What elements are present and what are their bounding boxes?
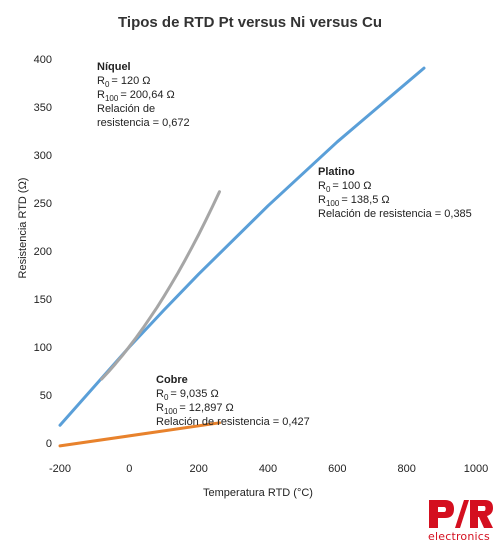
x-tick-label: 400	[259, 463, 277, 475]
y-tick-label: 350	[34, 102, 52, 114]
x-tick-label: 600	[328, 463, 346, 475]
y-tick-label: 200	[34, 246, 52, 258]
cobre-r0: R0 = 9,035 Ω	[156, 388, 219, 402]
cobre-label: Cobre	[156, 374, 188, 386]
y-tick-label: 150	[34, 294, 52, 306]
platino-label: Platino	[318, 166, 355, 178]
x-tick-label: 0	[126, 463, 132, 475]
annotation-platino: Platino R0 = 100 Ω R100 = 138,5 Ω Relación…	[318, 166, 472, 220]
annotation-cobre: Cobre R0 = 9,035 Ω R100 = 12,897 Ω Relació…	[156, 374, 310, 428]
x-tick-label: -200	[49, 463, 71, 475]
x-axis-ticks: -200 0 200 400 600 800 1000	[49, 463, 488, 475]
niquel-ratio-line1: Relación de	[97, 103, 155, 115]
niquel-r0: R0 = 120 Ω	[97, 75, 151, 89]
x-tick-label: 800	[397, 463, 415, 475]
series-lines	[58, 66, 426, 448]
y-axis-title: Resistencia RTD (Ω)	[17, 178, 29, 279]
cobre-ratio: Relación de resistencia = 0,427	[156, 416, 310, 428]
series-line-cobre	[58, 421, 221, 448]
y-tick-label: 400	[34, 54, 52, 66]
x-tick-label: 1000	[464, 463, 488, 475]
chart-title: Tipos de RTD Pt versus Ni versus Cu	[118, 14, 382, 31]
pr-electronics-logo: electronics	[427, 498, 497, 544]
pr-logo-mark	[429, 500, 493, 528]
niquel-ratio-line2: resistencia = 0,672	[97, 117, 190, 129]
y-tick-label: 50	[40, 390, 52, 402]
platino-r100: R100 = 138,5 Ω	[318, 194, 390, 208]
y-tick-label: 250	[34, 198, 52, 210]
annotation-niquel: Níquel R0 = 120 Ω R100 = 200,64 Ω Relación…	[97, 61, 190, 129]
niquel-r100: R100 = 200,64 Ω	[97, 89, 175, 103]
y-axis-ticks: 0 50 100 150 200 250 300 350 400	[34, 54, 52, 450]
niquel-label: Níquel	[97, 61, 131, 73]
platino-r0: R0 = 100 Ω	[318, 180, 372, 194]
y-tick-label: 0	[46, 438, 52, 450]
y-tick-label: 300	[34, 150, 52, 162]
x-axis-title: Temperatura RTD (°C)	[203, 487, 313, 499]
x-tick-label: 200	[189, 463, 207, 475]
series-line-niquel	[100, 190, 221, 381]
logo-text: electronics	[428, 530, 490, 543]
platino-ratio: Relación de resistencia = 0,385	[318, 208, 472, 220]
cobre-r100: R100 = 12,897 Ω	[156, 402, 234, 416]
y-tick-label: 100	[34, 342, 52, 354]
